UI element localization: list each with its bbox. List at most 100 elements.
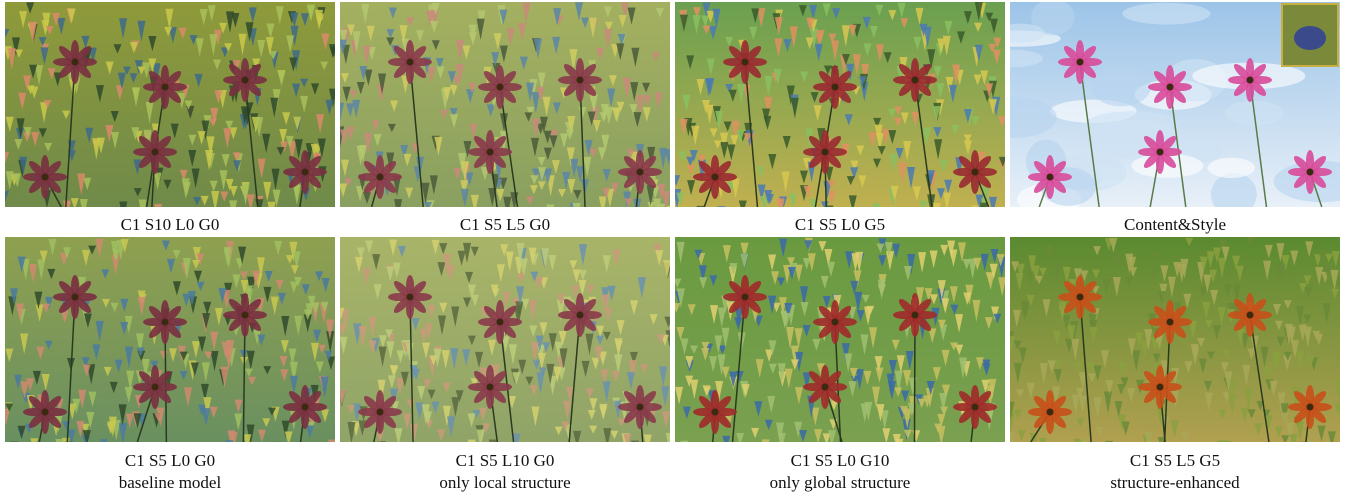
caption: C1 S5 L5 G0: [340, 214, 670, 236]
caption: structure-enhanced: [1010, 472, 1340, 494]
flower-center: [377, 174, 384, 181]
flower-center: [1247, 77, 1254, 84]
cloud: [1091, 67, 1151, 107]
flower-center: [407, 59, 414, 66]
flower-center: [242, 77, 249, 84]
stylized-image: [1010, 2, 1340, 207]
brush-stroke: [139, 199, 147, 207]
flower-center: [637, 404, 644, 411]
caption: C1 S5 L0 G0: [5, 450, 335, 472]
flower-center: [912, 77, 919, 84]
flower-center: [822, 149, 829, 156]
flower-center: [742, 59, 749, 66]
brush-stroke: [697, 206, 705, 207]
brush-stroke: [468, 440, 476, 442]
style-thumbnail-detail: [1294, 26, 1326, 50]
flower-center: [152, 149, 159, 156]
flower-center: [1157, 149, 1164, 156]
flower-center: [832, 319, 839, 326]
stylized-image: [340, 237, 670, 442]
caption: Content&Style: [1010, 214, 1340, 236]
brush-stroke: [100, 439, 108, 442]
flower-center: [487, 384, 494, 391]
brush-stroke: [872, 203, 880, 207]
flower-center: [1247, 312, 1254, 319]
flower-center: [497, 319, 504, 326]
brush-stroke: [268, 202, 276, 207]
flower-center: [302, 169, 309, 176]
flower-center: [162, 319, 169, 326]
flower-center: [497, 84, 504, 91]
flower-center: [72, 294, 79, 301]
brush-stroke: [378, 441, 386, 442]
flower-center: [1047, 174, 1054, 181]
stylized-image: [5, 2, 335, 207]
flower-center: [407, 294, 414, 301]
panel: C1 S5 L0 G5: [675, 2, 1005, 236]
caption: C1 S5 L10 G0: [340, 450, 670, 472]
flower-center: [152, 384, 159, 391]
cloud: [1085, 111, 1180, 139]
brush-stroke: [718, 206, 726, 207]
brush-stroke: [154, 204, 162, 207]
flower-center: [1167, 84, 1174, 91]
flower-center: [577, 77, 584, 84]
flower-center: [302, 404, 309, 411]
stylized-image: [1010, 237, 1340, 442]
stylized-image: [340, 2, 670, 207]
flower-center: [1307, 169, 1314, 176]
brush-stroke: [229, 200, 237, 207]
cloud: [1208, 158, 1255, 178]
flower-center: [242, 312, 249, 319]
flower-center: [42, 409, 49, 416]
panel: C1 S5 L0 G0baseline model: [5, 237, 335, 494]
brush-stroke: [489, 439, 497, 442]
caption: C1 S5 L0 G5: [675, 214, 1005, 236]
panel: Content&Style: [1010, 2, 1340, 236]
caption: C1 S10 L0 G0: [5, 214, 335, 236]
caption: C1 S5 L5 G5: [1010, 450, 1340, 472]
flower-center: [637, 169, 644, 176]
brush-stroke: [933, 203, 941, 207]
stylized-image: [675, 2, 1005, 207]
brush-stroke: [328, 440, 335, 442]
brush-stroke: [631, 440, 639, 442]
flower-center: [1157, 384, 1164, 391]
stylized-image: [675, 237, 1005, 442]
flower-center: [712, 409, 719, 416]
brush-stroke: [1074, 439, 1082, 442]
brush-stroke: [572, 203, 580, 207]
caption: baseline model: [5, 472, 335, 494]
flower-center: [377, 409, 384, 416]
panel: C1 S5 L10 G0only local structure: [340, 237, 670, 494]
brush-stroke: [225, 440, 233, 442]
flower-center: [1077, 294, 1084, 301]
brush-stroke: [55, 439, 63, 442]
cloud: [1122, 3, 1210, 25]
brush-stroke: [546, 205, 554, 207]
panel: C1 S5 L0 G10only global structure: [675, 237, 1005, 494]
flower-center: [972, 169, 979, 176]
flower-center: [1167, 319, 1174, 326]
brush-stroke: [1080, 439, 1088, 442]
flower-center: [822, 384, 829, 391]
brush-stroke: [1223, 440, 1231, 442]
caption: only local structure: [340, 472, 670, 494]
panel: C1 S5 L5 G5structure-enhanced: [1010, 237, 1340, 494]
figure: C1 S10 L0 G0C1 S5 L5 G0C1 S5 L0 G5Conten…: [0, 0, 1346, 499]
caption: C1 S5 L0 G10: [675, 450, 1005, 472]
brush-stroke: [762, 439, 770, 442]
flower-center: [42, 174, 49, 181]
brush-stroke: [1105, 441, 1113, 442]
flower-center: [972, 404, 979, 411]
caption: only global structure: [675, 472, 1005, 494]
brush-stroke: [896, 439, 904, 442]
stylized-image: [5, 237, 335, 442]
panel: C1 S10 L0 G0: [5, 2, 335, 236]
flower-center: [162, 84, 169, 91]
flower-center: [742, 294, 749, 301]
brush-stroke: [30, 438, 38, 442]
flower-center: [1047, 409, 1054, 416]
panel: C1 S5 L5 G0: [340, 2, 670, 236]
flower-center: [487, 149, 494, 156]
